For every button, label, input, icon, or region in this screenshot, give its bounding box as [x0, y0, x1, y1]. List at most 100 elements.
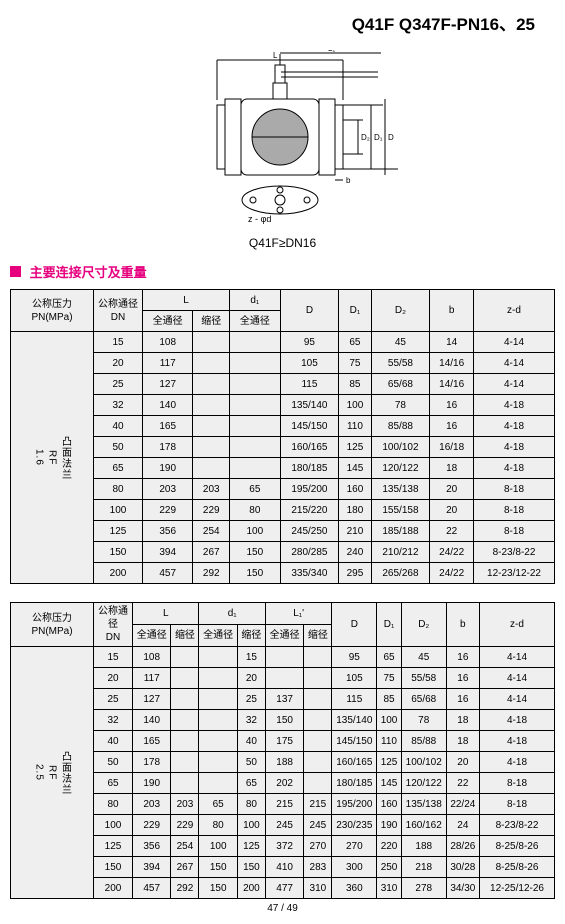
cell: [304, 647, 332, 668]
cell: 4-18: [480, 752, 555, 773]
svg-text:L₁: L₁: [328, 50, 335, 53]
cell: 12-25/12-26: [480, 878, 555, 899]
cell: 65: [199, 794, 237, 815]
th2-b: b: [446, 603, 479, 647]
cell: 178: [143, 437, 193, 458]
cell: 110: [339, 416, 371, 437]
cell: 410: [265, 857, 303, 878]
cell: 203: [193, 479, 230, 500]
cell: 125: [94, 836, 133, 857]
cell: 145: [339, 458, 371, 479]
section-title-text: 主要连接尺寸及重量: [30, 265, 147, 280]
cell: 190: [133, 773, 171, 794]
cell: 8-23/8-22: [480, 815, 555, 836]
cell: 16/18: [430, 437, 474, 458]
cell: 115: [280, 374, 339, 395]
cell: 80: [230, 500, 280, 521]
cell: 8-18: [480, 773, 555, 794]
cell: 32: [94, 395, 143, 416]
cell: 245: [265, 815, 303, 836]
cell: 20: [237, 668, 265, 689]
cell: 160: [377, 794, 402, 815]
cell: 18: [446, 731, 479, 752]
cell: 34/30: [446, 878, 479, 899]
page-header: Q41F Q347F-PN16、25: [10, 10, 555, 35]
cell: 160/162: [401, 815, 446, 836]
cell: 150: [199, 857, 237, 878]
cell: 15: [237, 647, 265, 668]
cell: 120/122: [371, 458, 430, 479]
cell: 150: [230, 542, 280, 563]
drawing-caption: Q41F≥DN16: [10, 236, 555, 250]
th-l-full: 全通径: [143, 311, 193, 332]
cell: 4-14: [474, 332, 555, 353]
cell: 80: [94, 479, 143, 500]
cell: 20: [94, 353, 143, 374]
cell: 195/200: [280, 479, 339, 500]
cell: 210/212: [371, 542, 430, 563]
cell: 265/268: [371, 563, 430, 584]
th-D: D: [280, 290, 339, 332]
cell: 100/102: [401, 752, 446, 773]
svg-text:D₁: D₁: [374, 133, 383, 142]
cell: 22/24: [446, 794, 479, 815]
cell: 18: [446, 710, 479, 731]
cell: 28/26: [446, 836, 479, 857]
cell: 137: [265, 689, 303, 710]
cell: [304, 710, 332, 731]
cell: 8-25/8-26: [480, 836, 555, 857]
cell: 25: [94, 374, 143, 395]
cell: 215: [304, 794, 332, 815]
cell: 150: [265, 710, 303, 731]
th2-D2: D₂: [401, 603, 446, 647]
cell: 150: [94, 542, 143, 563]
cell: 240: [339, 542, 371, 563]
cell: 135/140: [280, 395, 339, 416]
section-title: 主要连接尺寸及重量: [10, 262, 555, 281]
cell: 140: [133, 710, 171, 731]
cell: 280/285: [280, 542, 339, 563]
cell: [199, 647, 237, 668]
dimension-table-1: 公称压力 PN(MPa) 公称通径 DN L d₁ D D₁ D₂ b z-d …: [10, 289, 555, 584]
cell: 190: [377, 815, 402, 836]
cell: 145/150: [280, 416, 339, 437]
page-footer: 47 / 49: [10, 903, 555, 914]
cell: 195/200: [332, 794, 377, 815]
cell: 65: [339, 332, 371, 353]
cell: 4-14: [474, 353, 555, 374]
cell: 25: [94, 689, 133, 710]
cell: 310: [304, 878, 332, 899]
th-D1: D₁: [339, 290, 371, 332]
cell: 135/138: [401, 794, 446, 815]
cell: 50: [94, 752, 133, 773]
cell: 229: [143, 500, 193, 521]
cell: 4-18: [474, 458, 555, 479]
cell: [193, 374, 230, 395]
cell: 292: [193, 563, 230, 584]
cell: 108: [133, 647, 171, 668]
cell: 8-18: [474, 500, 555, 521]
cell: 150: [230, 563, 280, 584]
cell: 160/165: [280, 437, 339, 458]
th2-l1p-full: 全通径: [265, 625, 303, 647]
cell: 24: [446, 815, 479, 836]
cell: [171, 731, 199, 752]
cell: [230, 458, 280, 479]
cell: 14: [430, 332, 474, 353]
cell: 4-18: [474, 395, 555, 416]
cell: 160/165: [332, 752, 377, 773]
cell: 203: [143, 479, 193, 500]
th2-d1: d₁: [199, 603, 265, 625]
cell: 95: [332, 647, 377, 668]
cell: 55/58: [371, 353, 430, 374]
cell: [171, 647, 199, 668]
cell: 150: [237, 857, 265, 878]
cell: 4-14: [474, 374, 555, 395]
cell: 203: [171, 794, 199, 815]
cell: 203: [133, 794, 171, 815]
cell: 135/140: [332, 710, 377, 731]
th-d1-full: 全通径: [230, 311, 280, 332]
cell: [230, 416, 280, 437]
cell: 18: [430, 458, 474, 479]
cell: 155/158: [371, 500, 430, 521]
